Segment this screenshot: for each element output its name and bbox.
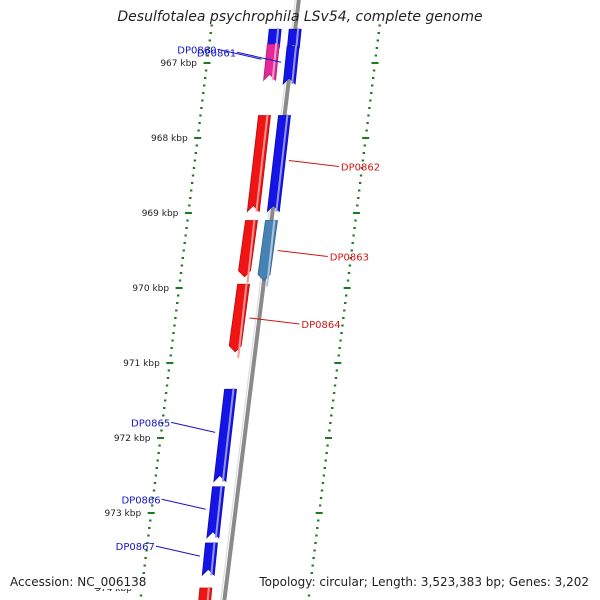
scale-label: 972 kbp [114,434,151,444]
gene-arrow [263,43,280,82]
gene-highlight [295,28,300,49]
gene-label-leader [249,317,300,325]
scale-label: 971 kbp [123,359,160,369]
gene-highlight [291,45,298,85]
gene-DP0865 [213,388,237,483]
gene-label: DP0861 [197,48,236,59]
gene-label-leader [171,421,216,433]
gene-highlight [214,485,223,538]
gene-label: DP0862 [341,163,380,174]
gene-DP0866 [206,485,225,539]
gene-arrow [286,28,302,49]
gene-DP0862 [266,114,291,213]
gene-arrow [282,46,300,86]
backbone-highlight [220,0,296,600]
genome-title: Desulfotalea psychrophila LSv54, complet… [117,9,483,25]
scale-label: 973 kbp [105,509,142,519]
gene-highlight [206,586,210,600]
gene-highlight [266,219,276,287]
gene-arrow [238,220,258,278]
gene-label: DP0867 [116,542,155,553]
gene-label-leader [217,48,262,60]
gene-DP0860 [263,43,280,82]
gene-label-leader [155,545,200,557]
gene-arrow [198,587,213,600]
gene-DP0867 [201,541,218,577]
gene-highlight [237,283,248,358]
genome-backbone [220,0,301,600]
gene-label: DP0864 [301,320,340,331]
gene-highlight [221,388,235,482]
gene-DP0863-a [238,219,258,283]
gene-label: DP0866 [121,495,160,506]
gene-DP0863 [257,219,278,287]
gene-features [198,28,302,600]
scale-label: 968 kbp [151,134,188,144]
scale-label: 970 kbp [132,284,169,294]
gene-label-leader [236,51,282,63]
backbone-line [222,0,301,600]
scale-label: 974 kbp [95,584,132,594]
gene-label: DP0860 [177,45,216,56]
gene-label-leader [277,250,328,257]
gene-highlight [210,541,216,576]
gene-dp0859-b [286,28,302,49]
gene-highlight [271,43,278,81]
scale-label: 969 kbp [142,209,179,219]
gene-label: DP0863 [330,253,369,264]
gene-label-leader [161,498,206,510]
scale-label: 967 kbp [160,59,197,69]
scale-labels: 967 kbp 968 kbp 969 kbp 970 kbp 971 kbp 972 k… [95,59,197,594]
genome-summary-text: Topology: circular; Length: 3,523,383 bp… [257,575,591,589]
gene-dp0868 [198,586,213,600]
gene-label-leader [288,160,339,167]
gene-arrow [201,542,218,577]
gene-highlight [275,114,289,212]
gene-highlight [246,219,256,283]
gene-DP0862-a [246,114,271,213]
gene-DP0861 [282,45,300,86]
gene-highlight [255,114,269,212]
gene-label: DP0865 [131,418,170,429]
accession-text: Accession: NC_006138 [8,575,149,589]
gene-arrow [206,486,225,539]
gene-DP0864 [228,283,251,358]
